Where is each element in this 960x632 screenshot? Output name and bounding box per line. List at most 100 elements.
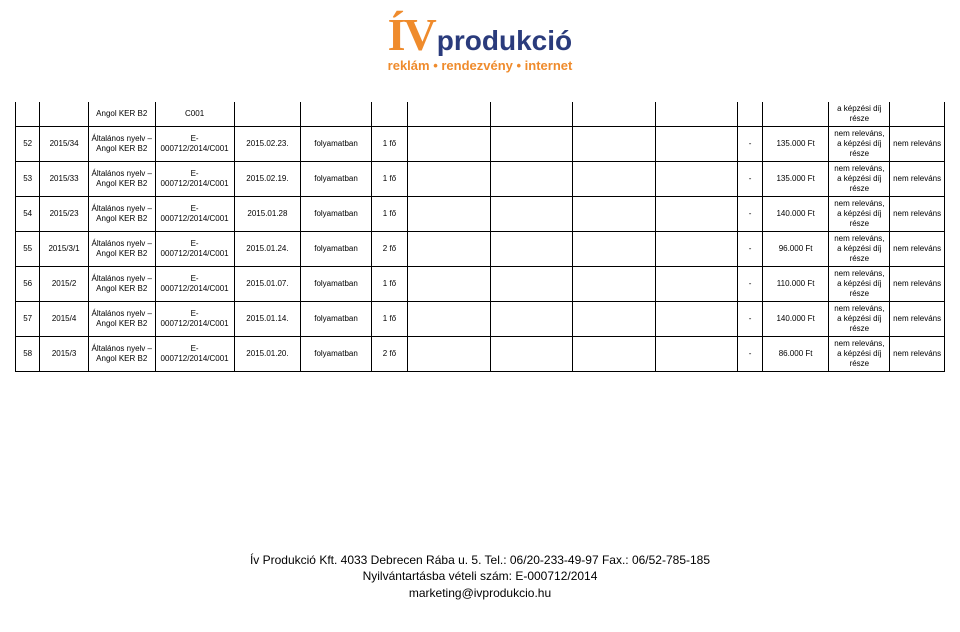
table-cell: E-000712/2014/C001 [155, 337, 234, 372]
table-row: 572015/4Általános nyelv – Angol KER B2E-… [16, 302, 945, 337]
table-cell: folyamatban [301, 162, 371, 197]
table-cell: folyamatban [301, 127, 371, 162]
table-cell [738, 102, 762, 127]
table-cell [655, 337, 738, 372]
table-cell [655, 127, 738, 162]
logo-iv: ÍV [388, 12, 435, 58]
table-cell: a képzési díj része [829, 102, 890, 127]
table-cell: 135.000 Ft [762, 127, 829, 162]
table-cell: nem releváns, a képzési díj része [829, 232, 890, 267]
table-cell [408, 162, 491, 197]
table-cell: - [738, 337, 762, 372]
table-row: Angol KER B2C001a képzési díj része [16, 102, 945, 127]
table-cell: nem releváns, a képzési díj része [829, 267, 890, 302]
table-cell [655, 267, 738, 302]
table-cell: 2 fő [371, 232, 407, 267]
table-cell: nem releváns, a képzési díj része [829, 302, 890, 337]
table-cell: 2015/3/1 [40, 232, 89, 267]
table-cell [408, 302, 491, 337]
table-cell: nem releváns [890, 232, 945, 267]
table-cell: 2015.02.23. [234, 127, 301, 162]
table-cell [234, 102, 301, 127]
table-cell: 57 [16, 302, 40, 337]
table-cell: 1 fő [371, 162, 407, 197]
table-cell: 1 fő [371, 197, 407, 232]
footer-line3: marketing@ivprodukcio.hu [0, 585, 960, 602]
table-cell: - [738, 197, 762, 232]
table-cell [16, 102, 40, 127]
table-cell: E-000712/2014/C001 [155, 267, 234, 302]
table-cell [490, 337, 573, 372]
table-cell: 110.000 Ft [762, 267, 829, 302]
table-cell [762, 102, 829, 127]
table-cell [573, 337, 656, 372]
table-cell [490, 102, 573, 127]
table-cell [573, 232, 656, 267]
table-row: 522015/34Általános nyelv – Angol KER B2E… [16, 127, 945, 162]
table-cell: nem releváns [890, 162, 945, 197]
table-cell [655, 302, 738, 337]
table-cell [490, 267, 573, 302]
table-cell: 1 fő [371, 127, 407, 162]
table-cell: 2 fő [371, 337, 407, 372]
table-cell [490, 197, 573, 232]
table-cell [490, 232, 573, 267]
table-cell [890, 102, 945, 127]
table-cell: 53 [16, 162, 40, 197]
table-cell: nem releváns [890, 197, 945, 232]
table-cell: nem releváns, a képzési díj része [829, 197, 890, 232]
table-cell: nem releváns [890, 127, 945, 162]
table-cell: folyamatban [301, 302, 371, 337]
table-cell: 86.000 Ft [762, 337, 829, 372]
table-cell [408, 232, 491, 267]
table-cell: 2015/4 [40, 302, 89, 337]
table-cell [301, 102, 371, 127]
logo-subtitle: reklám • rendezvény • internet [388, 58, 573, 73]
table-cell [40, 102, 89, 127]
table-cell: 140.000 Ft [762, 197, 829, 232]
table-cell: Általános nyelv – Angol KER B2 [88, 337, 155, 372]
header-logo: ÍV produkció reklám • rendezvény • inter… [0, 12, 960, 75]
table-row: 562015/2Általános nyelv – Angol KER B2E-… [16, 267, 945, 302]
table-cell [573, 127, 656, 162]
table-cell: 2015.02.19. [234, 162, 301, 197]
table-cell: nem releváns [890, 267, 945, 302]
table-row: 532015/33Általános nyelv – Angol KER B2E… [16, 162, 945, 197]
table-cell: E-000712/2014/C001 [155, 302, 234, 337]
table-cell: 58 [16, 337, 40, 372]
footer: Ív Produkció Kft. 4033 Debrecen Rába u. … [0, 552, 960, 602]
logo-produkcio: produkció [437, 27, 572, 55]
table-cell: 52 [16, 127, 40, 162]
table-row: 542015/23Általános nyelv – Angol KER B2E… [16, 197, 945, 232]
table-cell: 2015/2 [40, 267, 89, 302]
table-cell: 96.000 Ft [762, 232, 829, 267]
table-cell: nem releváns, a képzési díj része [829, 337, 890, 372]
table-cell [573, 302, 656, 337]
table-cell: 2015.01.24. [234, 232, 301, 267]
table-cell [408, 197, 491, 232]
table-cell: E-000712/2014/C001 [155, 162, 234, 197]
table-cell [490, 127, 573, 162]
table-cell: 1 fő [371, 302, 407, 337]
table-cell: C001 [155, 102, 234, 127]
table-cell: Általános nyelv – Angol KER B2 [88, 232, 155, 267]
table-cell: Általános nyelv – Angol KER B2 [88, 162, 155, 197]
table-cell: folyamatban [301, 337, 371, 372]
table-cell: 54 [16, 197, 40, 232]
table-cell: Általános nyelv – Angol KER B2 [88, 197, 155, 232]
footer-line2: Nyilvántartásba vételi szám: E-000712/20… [0, 568, 960, 585]
table-cell: 2015.01.20. [234, 337, 301, 372]
table-cell [655, 197, 738, 232]
table-cell: - [738, 162, 762, 197]
table-cell [655, 162, 738, 197]
table-cell [371, 102, 407, 127]
table-cell: 2015.01.28 [234, 197, 301, 232]
table-cell: 135.000 Ft [762, 162, 829, 197]
table-cell [573, 197, 656, 232]
table-cell: Általános nyelv – Angol KER B2 [88, 302, 155, 337]
table-cell: folyamatban [301, 267, 371, 302]
table-cell [655, 102, 738, 127]
table-cell: E-000712/2014/C001 [155, 127, 234, 162]
table-cell: nem releváns [890, 337, 945, 372]
table-cell: 56 [16, 267, 40, 302]
